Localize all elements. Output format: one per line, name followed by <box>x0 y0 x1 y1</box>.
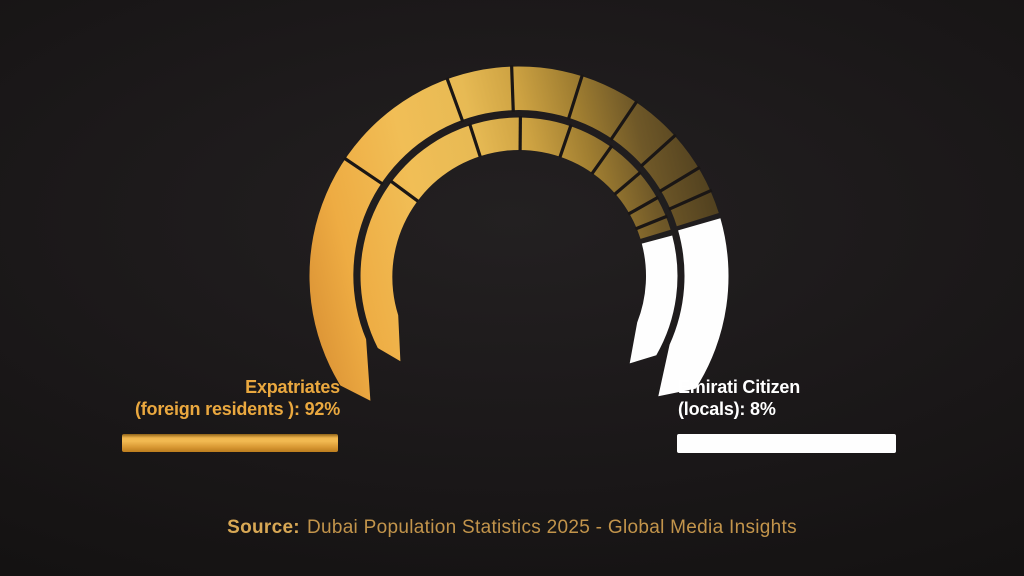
gauge-rings <box>309 65 729 401</box>
gauge-segment-divider <box>613 170 642 196</box>
gauge-segment-divider <box>510 65 515 113</box>
gauge-segment-divider <box>389 179 420 203</box>
source-caption: Source: Dubai Population Statistics 2025 … <box>0 517 1024 539</box>
emirati-label-line2: (locals): 8% <box>678 398 776 419</box>
gauge-segment-divider <box>627 195 660 216</box>
gauge-segment-divider <box>668 188 713 211</box>
emirati-label-line1: Emirati Citizen <box>678 377 801 397</box>
source-prefix: Source: <box>227 517 300 538</box>
gauge-segment-divider <box>639 133 677 168</box>
expatriates-label: Expatriates (foreign residents ): 92% <box>135 377 340 420</box>
gauge-segment-divider <box>609 100 639 141</box>
gauge-segment-divider <box>445 77 465 123</box>
emirati-label: Emirati Citizen (locals): 8% <box>678 377 800 420</box>
gauge-segment-divider <box>566 74 584 121</box>
gauge-segment-divider <box>343 156 384 186</box>
expatriates-label-line2: (foreign residents ): 92% <box>134 398 340 419</box>
emirati-bar <box>677 434 896 453</box>
gauge-segment-divider <box>590 144 614 175</box>
gauge-gold-band-outer <box>309 66 719 401</box>
gauge-segment-divider <box>558 124 573 158</box>
gauge-gold-band-inner <box>360 117 671 362</box>
expatriates-label-line1: Expatriates <box>245 377 340 397</box>
gauge-segment-divider <box>634 214 668 231</box>
gauge-white-band-outer <box>658 218 729 397</box>
gauge-segment-divider <box>658 165 701 193</box>
expatriates-bar <box>122 434 338 452</box>
gauge-segment-divider <box>468 123 482 158</box>
source-text: Dubai Population Statistics 2025 - Globa… <box>306 517 797 538</box>
gauge-white-band-inner <box>629 235 678 364</box>
